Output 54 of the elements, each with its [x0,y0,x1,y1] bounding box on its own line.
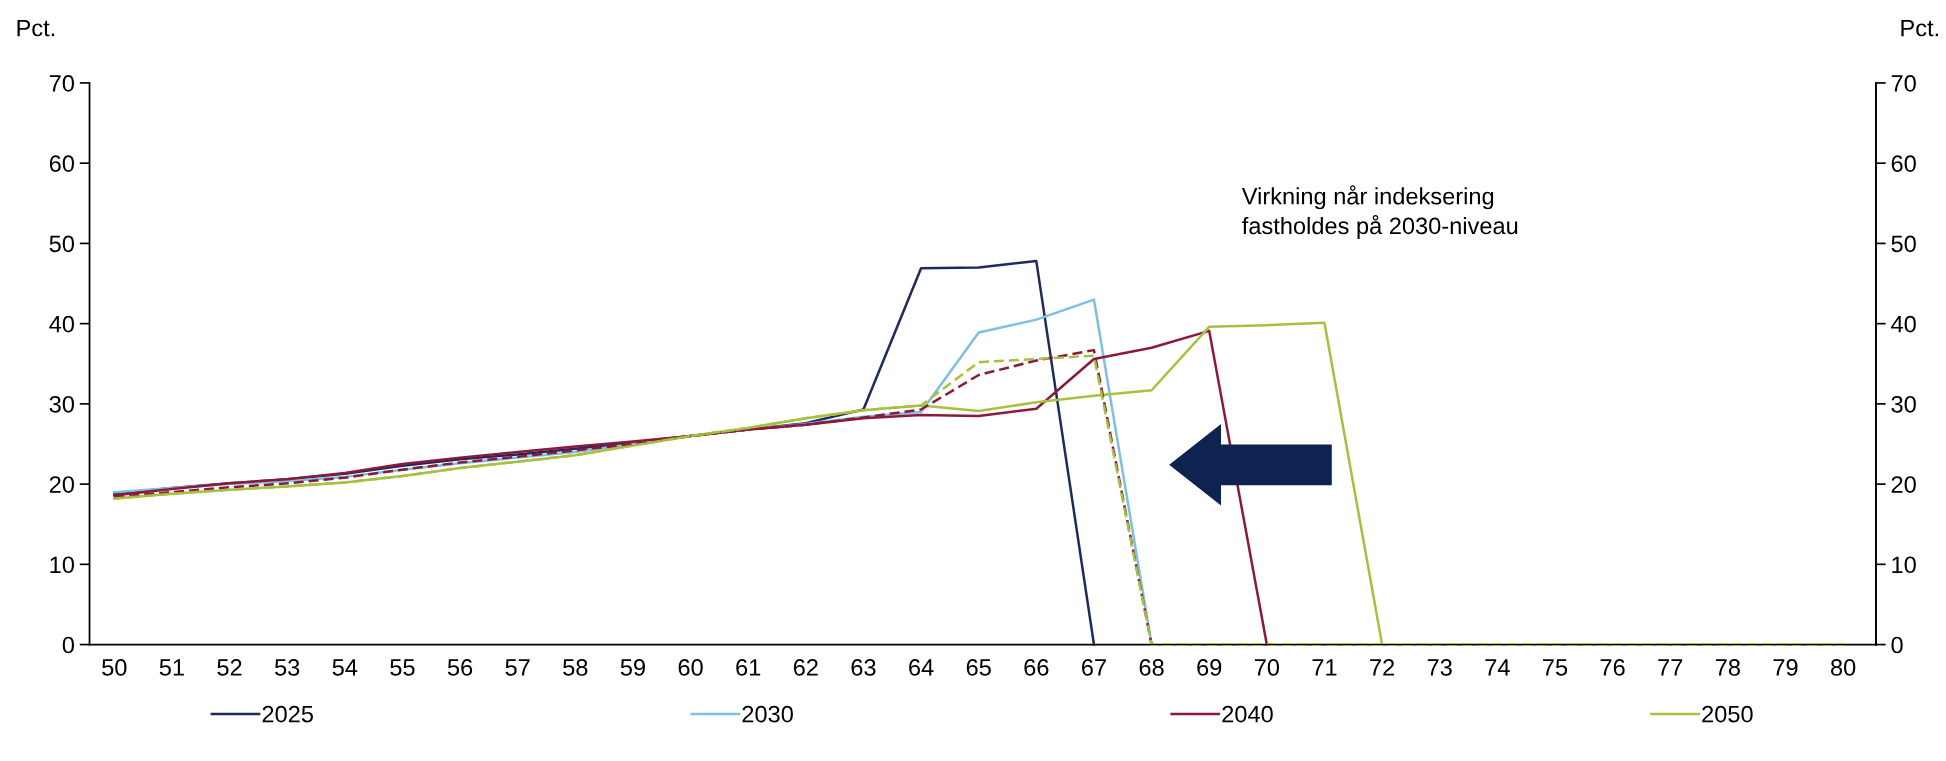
annotation: Virkning når indeksering fastholdes på 2030-niveau [1241,185,1518,239]
y-tick-label: 10 [50,556,75,574]
legend-label: 2050 [1702,705,1753,723]
y2-tick-label: 50 [1891,235,1916,253]
x-tick-label: 58 [563,659,588,676]
x-tick-label: 62 [793,659,818,676]
x-tick-label: 51 [159,659,184,676]
x-tick-label: 63 [851,659,876,676]
legend-label: 2025 [262,705,313,723]
y2-tick-label: 70 [1891,75,1916,92]
x-tick-label: 68 [1139,659,1164,676]
legend-label: 2030 [742,705,793,723]
x-tick-label: 57 [505,659,530,676]
y-tick-label: 30 [49,395,75,413]
x-tick-label: 74 [1485,659,1510,676]
x-tick-label: 66 [1024,659,1049,676]
x-tick-label: 71 [1312,659,1337,676]
y2-tick-label: 60 [1891,155,1916,172]
x-tick-label: 53 [274,659,300,676]
x-tick-label: 76 [1600,659,1625,676]
x-tick-label: 61 [736,659,761,676]
y-tick-label: 40 [49,315,75,333]
x-tick-label: 50 [102,659,127,676]
y2-tick-label: 20 [1891,476,1916,493]
x-tick-label: 65 [966,659,991,676]
x-tick-label: 60 [678,659,703,676]
x-tick-label: 52 [217,659,242,676]
x-tick-label: 72 [1370,659,1395,676]
x-tick-label: 69 [1197,659,1222,676]
y-tick-label: 0 [62,636,75,654]
x-tick-label: 59 [620,659,645,676]
y-tick-label: 60 [49,155,75,172]
x-tick-label: 79 [1773,659,1798,676]
x-tick-label: 54 [332,659,358,676]
x-tick-label: 77 [1658,659,1683,676]
x-tick-label: 67 [1082,659,1106,676]
y2-tick-label: 40 [1891,315,1916,333]
y2-axis-title: Pct. [1901,19,1939,37]
legend-label: 2040 [1222,705,1273,723]
y-tick-label: 20 [49,476,75,493]
x-tick-label: 70 [1254,659,1280,676]
x-tick-label: 78 [1715,659,1740,676]
y2-tick-label: 30 [1891,395,1916,413]
x-tick-label: 80 [1830,659,1856,676]
x-tick-label: 73 [1427,659,1452,676]
y-tick-label: 70 [49,75,75,92]
y-tick-label: 50 [49,235,75,253]
y2-tick-label: 10 [1892,556,1916,574]
y-axis-title: Pct. [17,19,55,37]
x-tick-label: 64 [909,659,934,676]
x-tick-label: 55 [390,659,415,676]
y2-tick-label: 0 [1891,636,1903,654]
x-tick-label: 75 [1543,659,1568,676]
x-tick-label: 56 [447,659,473,676]
